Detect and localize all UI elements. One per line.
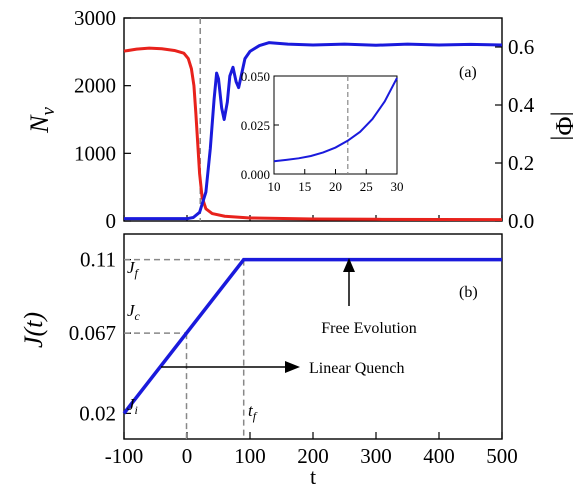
b-x-tick-label: 200: [297, 444, 329, 468]
panel-a-left-ticks: 0 1000 2000 3000: [74, 6, 131, 233]
inset-y-tick-label: 0.050: [241, 69, 270, 84]
a-left-tick-label: 0: [106, 209, 117, 233]
inset-x-tick-label: 30: [391, 179, 404, 194]
label-j-c: Jc: [127, 301, 141, 323]
panel-b-y-ticks: 0.02 0.067 0.11: [69, 248, 131, 425]
a-left-tick-label: 3000: [74, 6, 116, 30]
a-left-tick-label: 2000: [74, 74, 116, 98]
series-vortex-number: [123, 46, 503, 222]
panel-a-ylabel-right: |Φ|: [550, 111, 573, 140]
b-y-tick-label: 0.02: [79, 401, 116, 425]
b-x-tick-label: 100: [234, 444, 266, 468]
inset-x-ticks: 10 15 20 25 30: [268, 169, 404, 194]
panel-b-guides: [124, 258, 245, 439]
panel-b-frame: [123, 233, 503, 440]
inset-x-tick-label: 10: [268, 179, 281, 194]
label-j-f: Jf: [127, 258, 140, 280]
inset-x-tick-label: 20: [329, 179, 342, 194]
b-y-tick-label: 0.067: [69, 321, 116, 345]
free-evolution-arrow: [343, 258, 355, 306]
inset-x-tick-label: 25: [360, 179, 373, 194]
series-order-parameter: [124, 41, 503, 221]
inset: 0.000 0.025 0.050 10 15 20 25 30: [241, 69, 404, 194]
b-x-tick-label: 300: [360, 444, 392, 468]
a-right-tick-label: 0.6: [508, 35, 534, 59]
panel-a-ylabel: Nv: [25, 107, 59, 134]
a-right-tick-label: 0.0: [508, 209, 534, 233]
series-coupling: [122, 257, 502, 415]
inset-frame: [273, 75, 398, 175]
b-x-tick-label: 0: [182, 444, 193, 468]
panel-b-ylabel: J(t): [19, 312, 48, 348]
a-right-tick-label: 0.2: [508, 151, 534, 175]
inset-y-tick-label: 0.025: [241, 118, 270, 133]
panel-b-label: (b): [459, 284, 478, 301]
b-x-tick-label: -100: [105, 444, 144, 468]
b-x-tick-label: 400: [423, 444, 455, 468]
inset-x-tick-label: 15: [298, 179, 311, 194]
label-t-f: tf: [248, 401, 258, 423]
inset-series: [273, 77, 398, 163]
inset-y-tick-label: 0.000: [241, 167, 270, 182]
b-y-tick-label: 0.11: [80, 248, 116, 272]
linear-quench-note: Linear Quench: [309, 360, 405, 377]
free-evolution-note: Free Evolution: [321, 320, 417, 337]
panel-a-label: (a): [459, 64, 477, 81]
panel-a-right-ticks: 0.0 0.2 0.4 0.6: [495, 35, 535, 233]
a-left-tick-label: 1000: [74, 141, 116, 165]
b-x-tick-label: 500: [486, 444, 518, 468]
linear-quench-arrow: [161, 361, 300, 373]
panel-b: 0.02 0.067 0.11 -100 0 100 200 300 400 500 (b) J…: [19, 233, 518, 489]
a-right-tick-label: 0.4: [508, 93, 535, 117]
panel-b-x-ticks: -100 0 100 200 300 400 500: [105, 432, 518, 468]
inset-y-ticks: 0.000 0.025 0.050: [241, 69, 279, 182]
panel-a: 0 1000 2000 3000 0.0 0.2 0.4 0.6 (a) Nv |Φ| 0.…: [25, 6, 573, 233]
panel-b-xlabel: t: [310, 464, 316, 489]
label-j-i: Ji: [127, 395, 138, 417]
